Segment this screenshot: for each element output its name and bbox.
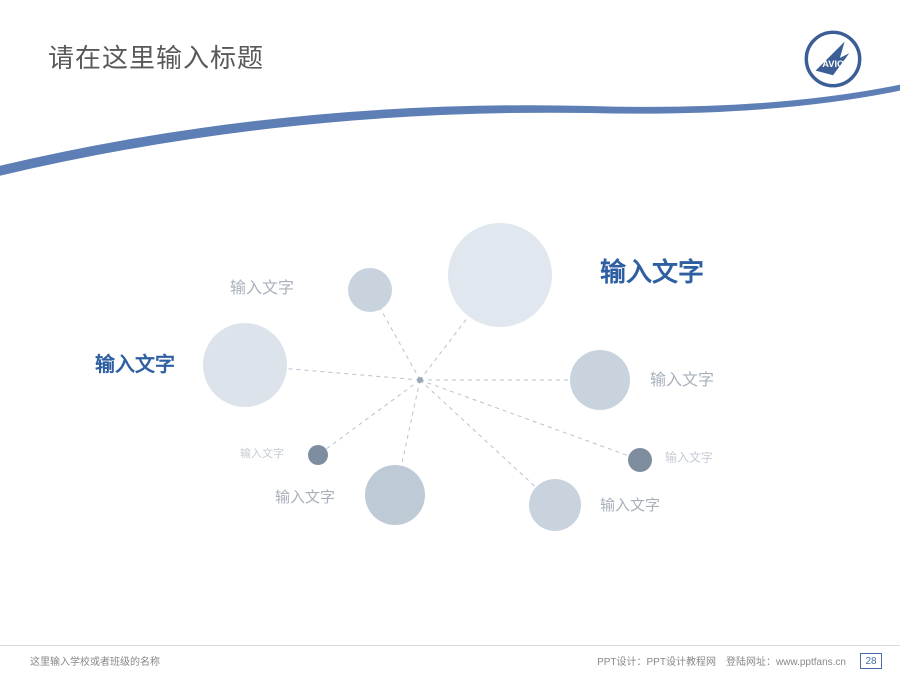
bubble-node <box>348 268 392 312</box>
bubble-node <box>308 445 328 465</box>
footer: 这里输入学校或者班级的名称 PPT设计：PPT设计教程网 登陆网址：www.pp… <box>0 645 900 675</box>
bubble-node <box>448 223 552 327</box>
node-label: 输入文字 <box>600 497 660 514</box>
bubble-node <box>628 448 652 472</box>
bubble-node <box>365 465 425 525</box>
hub-node <box>417 377 423 383</box>
bubble-node <box>570 350 630 410</box>
node-label: 输入文字 <box>95 352 175 376</box>
node-label: 输入文字 <box>230 279 294 297</box>
node-label: 输入文字 <box>275 489 335 506</box>
node-label: 输入文字 <box>600 257 704 287</box>
page-title: 请在这里输入标题 <box>48 38 264 75</box>
avic-logo: AVIC <box>804 30 862 88</box>
bubble-node <box>203 323 287 407</box>
edge <box>420 380 555 505</box>
bubble-node <box>529 479 581 531</box>
slide: 请在这里输入标题 AVIC 输入文字输入文字输入文字输入文字输入文字输入文字输入… <box>0 0 900 675</box>
bubble-network-diagram: 输入文字输入文字输入文字输入文字输入文字输入文字输入文字输入文字 <box>0 160 900 590</box>
page-number: 28 <box>860 653 882 669</box>
node-label: 输入文字 <box>665 450 713 465</box>
edge <box>318 380 420 455</box>
footer-left-text: 这里输入学校或者班级的名称 <box>30 653 160 668</box>
footer-right-text: PPT设计：PPT设计教程网 登陆网址：www.pptfans.cn <box>597 653 846 668</box>
node-label: 输入文字 <box>650 371 714 389</box>
svg-text:AVIC: AVIC <box>822 59 844 69</box>
node-label: 输入文字 <box>240 446 284 460</box>
